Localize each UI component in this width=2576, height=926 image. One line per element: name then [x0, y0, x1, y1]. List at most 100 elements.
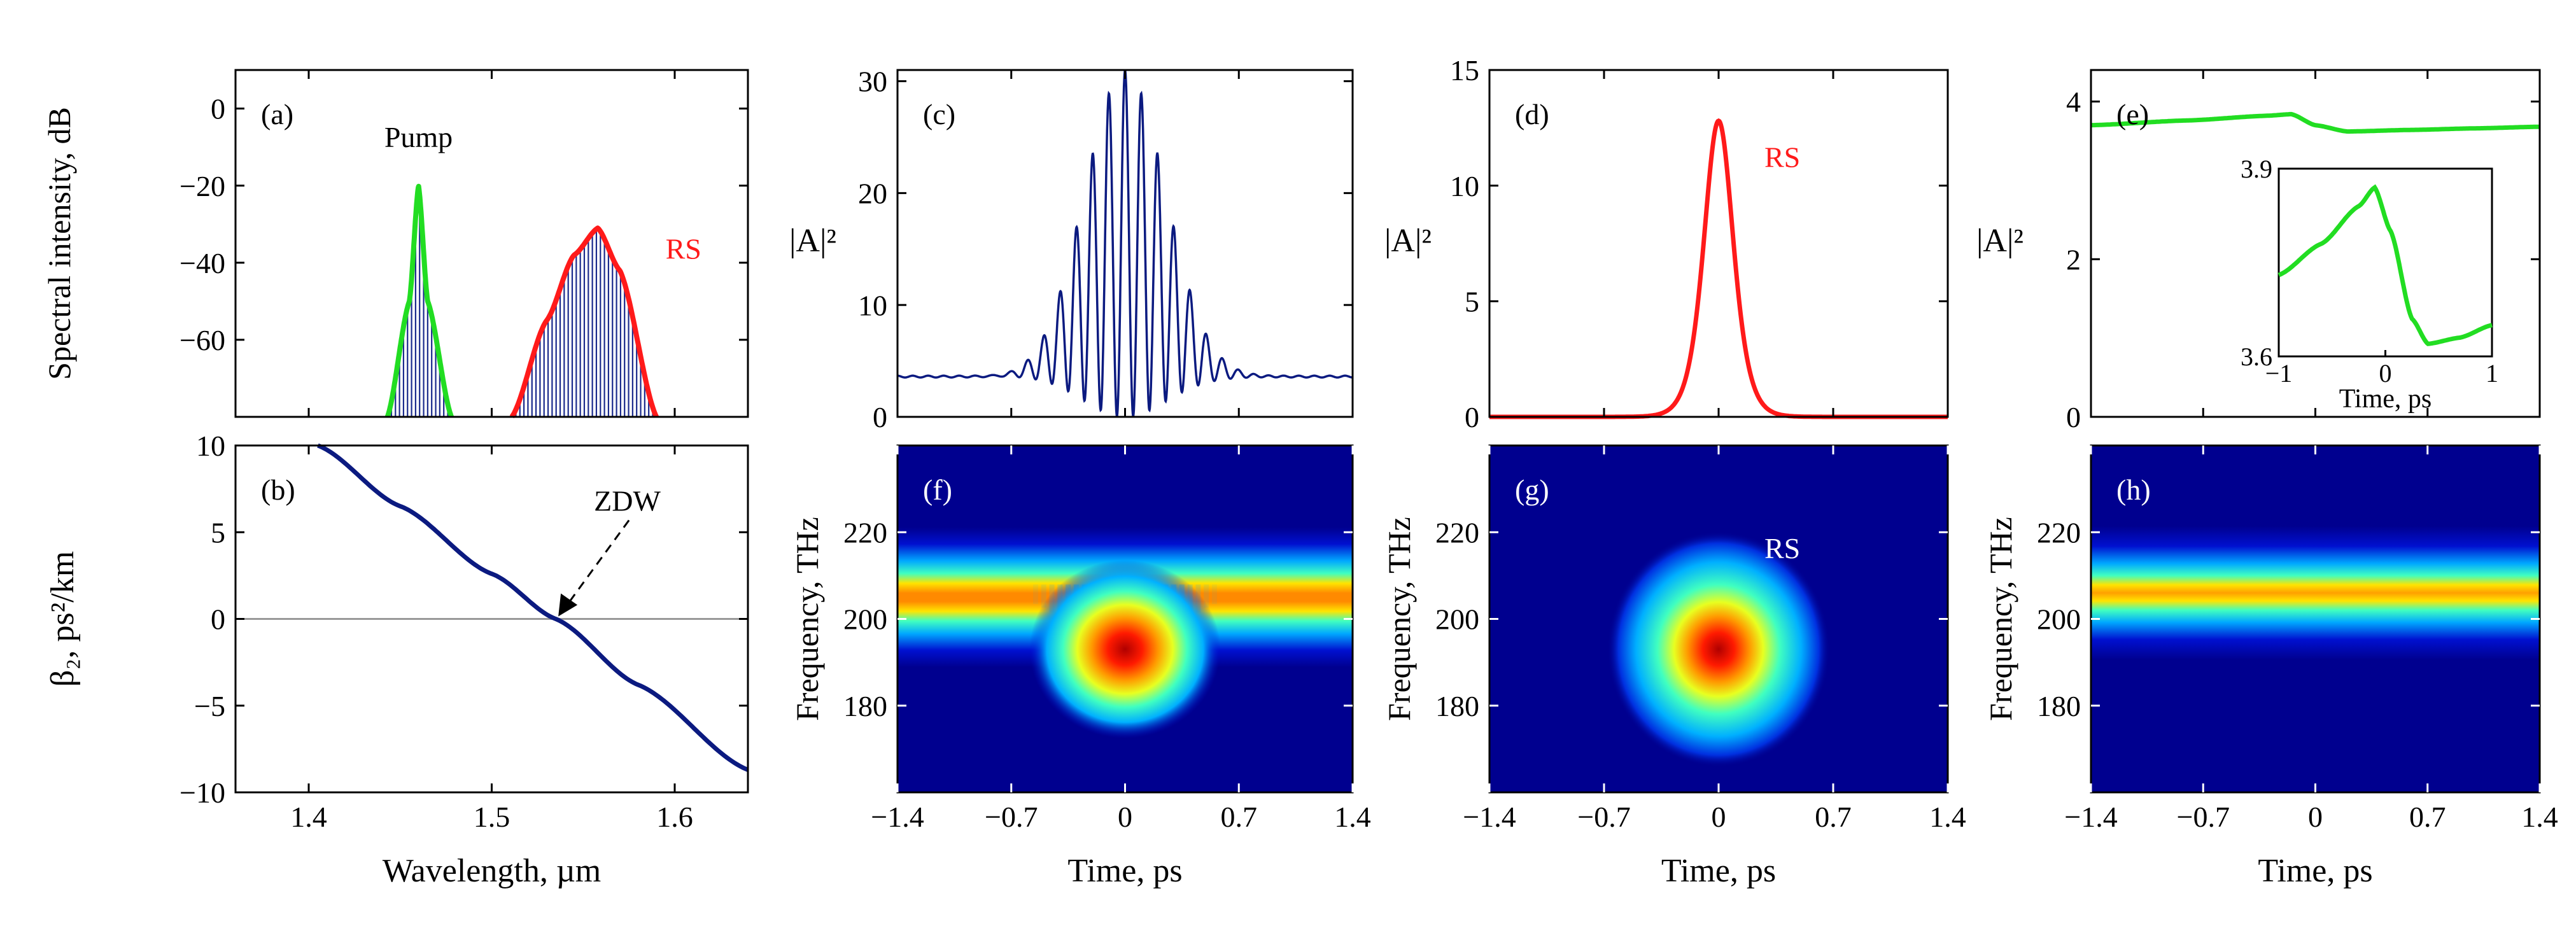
panel-h: 220 200 180 −1.4 −0.7 0 0.7 1.4 (h) Frequency, TH… [1983, 444, 2558, 889]
g-xtick-label: −0.7 [1577, 801, 1630, 833]
panel-f: 220 200 180 −1.4 −0.7 0 0.7 1.4 (f) Frequency, TH… [789, 444, 1371, 889]
f-heatmap-stripe [1204, 584, 1209, 608]
c-axes-frame [896, 69, 1354, 418]
panel-d: 0 5 10 15 (d) RS |A|² [1384, 54, 1949, 433]
a-ytick-label: −40 [179, 247, 225, 279]
g-ytick-label: 220 [1435, 516, 1479, 549]
e-inset-xlabel: Time, ps [2339, 384, 2432, 414]
a-series-pump [384, 183, 454, 419]
h-xtick-label: 0.7 [2409, 801, 2446, 833]
d-ytick-label: 10 [1450, 170, 1479, 202]
b-series-beta2 [317, 443, 749, 772]
b-ylabel: β₂, ps²/km [45, 551, 81, 687]
e-ytick-label: 0 [2066, 401, 2081, 433]
c-ytick-label: 20 [858, 177, 887, 209]
f-xtick-label: 1.4 [1334, 801, 1371, 833]
h-xtick-label: −0.7 [2177, 801, 2230, 833]
b-xtick-label: 1.6 [656, 801, 693, 833]
f-ylabel: Frequency, THz [789, 517, 825, 721]
a-series-rs [509, 225, 659, 419]
panel-e: 0 2 4 (e) |A|² 3.6 3.9 −1 0 1 Time, ps [1976, 69, 2541, 433]
b-ytick-label: −10 [179, 776, 225, 809]
a-ytick-label: −20 [179, 170, 225, 202]
h-ytick-label: 200 [2037, 603, 2081, 636]
g-xlabel: Time, ps [1661, 853, 1776, 889]
b-annotation-zdw: ZDW [594, 485, 661, 517]
g-ytick-label: 200 [1435, 603, 1479, 636]
e-inset-ytick-label: 3.9 [2241, 155, 2272, 183]
c-panel-label: (c) [923, 98, 955, 130]
h-ylabel: Frequency, THz [1983, 517, 2018, 721]
d-annotation-rs: RS [1764, 141, 1800, 174]
e-inset-xtick-label: 0 [2379, 359, 2392, 388]
panel-c: 0 10 20 30 (c) |A|² [789, 66, 1354, 433]
e-ytick-label: 4 [2066, 86, 2081, 118]
g-ylabel: Frequency, THz [1381, 517, 1417, 721]
panel-g: 220 200 180 −1.4 −0.7 0 0.7 1.4 (g) Frequency, TH… [1381, 444, 1966, 889]
f-heatmap-stripe [1041, 584, 1046, 608]
panel-b: 10 5 0 −5 −10 1.4 1.5 1.6 (b) ZDW β₂, ps²/km Wavele… [45, 430, 749, 889]
c-ytick-label: 10 [858, 289, 887, 321]
b-ytick-label: 5 [211, 516, 225, 549]
f-xtick-label: 0.7 [1221, 801, 1258, 833]
f-panel-label: (f) [923, 474, 952, 506]
f-ytick-label: 220 [843, 516, 887, 549]
e-series-intensity [2090, 111, 2540, 134]
f-ytick-label: 180 [843, 690, 887, 722]
b-xlabel: Wavelength, µm [383, 853, 601, 889]
b-zdw-arrow-line [562, 519, 630, 611]
g-panel-label: (g) [1515, 474, 1549, 506]
c-series-intensity [897, 69, 1353, 417]
f-xtick-label: −1.4 [871, 801, 924, 833]
d-ylabel: |A|² [1384, 223, 1432, 259]
h-heatmap-band [2091, 526, 2540, 660]
f-xtick-label: 0 [1118, 801, 1132, 833]
f-xtick-label: −0.7 [985, 801, 1038, 833]
h-ytick-label: 180 [2037, 690, 2081, 722]
e-inset-xtick-label: −1 [2265, 359, 2293, 388]
g-heatmap-spot [1607, 531, 1830, 768]
e-ytick-label: 2 [2066, 243, 2081, 276]
f-heatmap-stripe [1033, 584, 1039, 605]
b-xtick-label: 1.4 [290, 801, 327, 833]
c-ytick-label: 30 [858, 66, 887, 98]
a-ytick-label: −60 [179, 324, 225, 356]
e-inset-xtick-label: 1 [2486, 359, 2498, 388]
f-xlabel: Time, ps [1067, 853, 1182, 889]
h-ytick-label: 220 [2037, 516, 2081, 549]
g-ytick-label: 180 [1435, 690, 1479, 722]
b-ytick-label: 10 [196, 430, 225, 462]
e-inset-series [2277, 184, 2493, 346]
e-inset-ytick-label: 3.6 [2241, 342, 2272, 371]
d-series-intensity [1489, 118, 1948, 419]
h-xtick-label: −1.4 [2064, 801, 2117, 833]
e-panel-label: (e) [2116, 98, 2149, 130]
h-panel-label: (h) [2116, 474, 2151, 506]
c-ytick-label: 0 [873, 401, 887, 433]
g-xtick-label: −1.4 [1463, 801, 1516, 833]
d-ytick-label: 0 [1465, 401, 1479, 433]
b-ytick-label: 0 [211, 603, 225, 636]
h-xlabel: Time, ps [2258, 853, 2372, 889]
a-ytick-label: 0 [211, 93, 225, 125]
b-ytick-label: −5 [194, 690, 225, 722]
b-panel-label: (b) [261, 474, 295, 506]
h-xtick-label: 0 [2308, 801, 2323, 833]
f-heatmap-stripe [1211, 584, 1217, 605]
g-annotation-rs: RS [1764, 532, 1800, 565]
a-annotation-rs: RS [666, 233, 701, 265]
f-ytick-label: 200 [843, 603, 887, 636]
panel-a: 0 −20 −40 −60 (a) Pump RS Spectral intensity, d… [41, 69, 749, 419]
b-zdw-arrow-head [558, 593, 578, 617]
h-xtick-label: 1.4 [2521, 801, 2558, 833]
e-inset-frame [2277, 167, 2493, 358]
b-xtick-label: 1.5 [474, 801, 510, 833]
a-ylabel: Spectral intensity, dB [41, 107, 77, 380]
a-panel-label: (a) [261, 98, 293, 130]
e-inset: 3.6 3.9 −1 0 1 Time, ps [2241, 155, 2498, 414]
d-panel-label: (d) [1515, 98, 1549, 130]
g-xtick-label: 0 [1712, 801, 1726, 833]
d-ytick-label: 15 [1450, 54, 1479, 87]
d-ytick-label: 5 [1465, 285, 1479, 318]
